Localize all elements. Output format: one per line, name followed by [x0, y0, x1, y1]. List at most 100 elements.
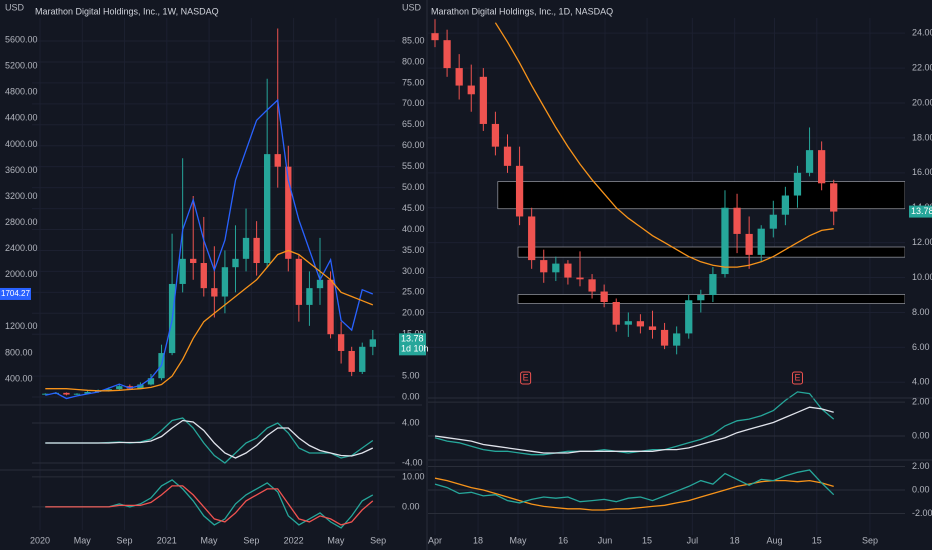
price-tag-label: 13.78 [911, 206, 932, 216]
candle-body [479, 76, 487, 124]
candle-body [63, 392, 70, 395]
plot [32, 18, 395, 530]
y-tick-label: 6.00 [912, 342, 930, 352]
price-tag-label: 13.78 [401, 334, 424, 344]
y2-price-tag-label: 1704.27 [1, 289, 30, 298]
x-tick-label: 15 [642, 535, 652, 545]
y-tick-label: 20.00 [912, 97, 932, 107]
x-tick-label: Jun [598, 535, 613, 545]
x-tick-label: Sep [117, 535, 133, 545]
candle-body [211, 288, 218, 297]
x-tick-label: Aug [767, 535, 783, 545]
candle-body [660, 329, 669, 346]
candle-body [221, 267, 229, 297]
y2-tick-label: 5200.00 [5, 61, 38, 71]
candle-body [190, 258, 197, 264]
y-tick-label: 20.00 [402, 308, 425, 318]
candle-body [348, 350, 355, 372]
indicator-line [434, 406, 834, 454]
plot [428, 18, 905, 535]
x-tick-label: Sep [862, 535, 878, 545]
x-tick-label: 18 [473, 535, 483, 545]
candle-body [491, 123, 500, 147]
candle-body [359, 346, 366, 372]
candle-body [588, 279, 596, 292]
candle-body [116, 386, 123, 390]
x-tick-label: 2022 [284, 535, 304, 545]
candle-body [805, 150, 814, 173]
y-tick-label: 55.00 [402, 161, 425, 171]
event-label: E [523, 372, 529, 382]
y-tick-label: 4.00 [402, 417, 420, 427]
indicator-line [434, 469, 835, 504]
candle-body [285, 166, 292, 259]
y-tick-label: 4.00 [912, 377, 930, 387]
candle-body [137, 384, 144, 389]
y-tick-label: 75.00 [402, 77, 425, 87]
y2-tick-label: 2000.00 [5, 269, 38, 279]
candle-body [253, 237, 260, 264]
x-tick-label: Sep [243, 535, 259, 545]
y2-tick-label: 800.00 [5, 347, 33, 357]
event-label: E [794, 372, 800, 382]
zone [517, 294, 905, 304]
y-tick-label: 10.00 [402, 471, 425, 481]
y-tick-label: 80.00 [402, 56, 425, 66]
x-tick-label: May [510, 535, 528, 545]
x-tick-label: May [327, 535, 345, 545]
candle-body [721, 207, 729, 275]
candle-body [757, 228, 765, 255]
y2-tick-label: 4800.00 [5, 87, 38, 97]
candle-body [84, 392, 91, 394]
y-tick-label: 30.00 [402, 266, 425, 276]
y-tick-label: 2.00 [912, 461, 930, 471]
y-tick-label: 40.00 [402, 224, 425, 234]
candle-body [576, 277, 584, 280]
y-tick-label: -2.00 [912, 508, 932, 518]
candle-body [467, 85, 475, 95]
y2-price-tag [0, 287, 31, 300]
y-tick-label: 16.00 [912, 167, 932, 177]
candle-body [624, 321, 632, 325]
y-tick-label: 10.00 [912, 272, 932, 282]
overlay-line [494, 22, 834, 268]
candle-body [503, 146, 512, 166]
x-tick-label: Jul [687, 535, 699, 545]
candle-body [818, 150, 826, 184]
y-tick-label: 0.00 [912, 430, 930, 440]
candle-body [600, 291, 608, 302]
countdown: 1d 10h [401, 344, 429, 354]
currency-label: USD [5, 2, 25, 12]
candle-body [126, 386, 133, 389]
y-tick-label: 24.00 [912, 28, 932, 38]
chart-title: Marathon Digital Holdings, Inc., 1D, NAS… [431, 6, 613, 16]
y-tick-label: 0.00 [912, 484, 930, 494]
candle-body [793, 172, 802, 196]
candle-body [147, 378, 155, 385]
y-tick-label: 50.00 [402, 182, 425, 192]
x-tick-label: May [201, 535, 219, 545]
indicator-line [45, 485, 374, 526]
x-tick-label: 2021 [157, 535, 177, 545]
y2-tick-label: 3600.00 [5, 165, 38, 175]
y2-tick-label: 5600.00 [5, 35, 38, 45]
y-tick-label: 60.00 [402, 140, 425, 150]
y-tick-label: 85.00 [402, 35, 425, 45]
candle-body [443, 40, 451, 69]
candle-body [709, 274, 717, 296]
candle-body [564, 263, 572, 278]
price-tag [909, 205, 932, 218]
candle-body [612, 301, 620, 325]
y-tick-label: 0.00 [402, 501, 420, 511]
candle-body [528, 216, 536, 261]
indicator-line [45, 419, 374, 459]
candle-body [369, 339, 376, 347]
y2-tick-label: 4000.00 [5, 139, 38, 149]
x-tick-label: 2020 [30, 535, 50, 545]
y-tick-label: 5.00 [402, 370, 420, 380]
candle-body [552, 263, 560, 273]
y2-tick-label: 3200.00 [5, 191, 38, 201]
y2-tick-label: 4400.00 [5, 113, 38, 123]
candle-body [781, 195, 790, 215]
